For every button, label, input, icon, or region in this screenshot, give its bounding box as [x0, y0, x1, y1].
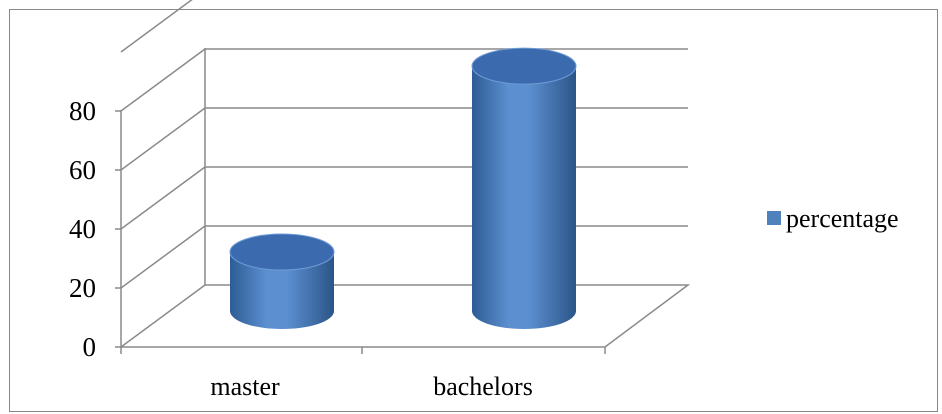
- legend-swatch: [767, 211, 781, 225]
- x-label: bachelors: [433, 372, 533, 401]
- bar-top: [229, 233, 335, 271]
- y-tick-label: 40: [69, 214, 96, 244]
- y-tick-label: 80: [69, 96, 96, 126]
- x-axis-labels: master bachelors: [210, 372, 532, 401]
- gridline-side: [120, 107, 206, 171]
- gridline-side: [120, 225, 206, 289]
- gridline-side: [120, 166, 206, 230]
- gridlines: [120, 0, 688, 289]
- floor-outline: [120, 284, 691, 348]
- x-label: master: [210, 372, 280, 401]
- y-tick-label: 0: [83, 332, 97, 362]
- bar-master: [229, 233, 335, 329]
- bar-top: [471, 47, 577, 85]
- y-axis-ticks: 0 20 40 60 80: [69, 96, 121, 362]
- gridline-side: [120, 0, 193, 53]
- bars: [229, 47, 577, 330]
- legend-label: percentage: [786, 204, 899, 233]
- legend: percentage: [767, 204, 899, 233]
- chart-walls: [120, 48, 691, 348]
- y-tick-label: 60: [69, 155, 96, 185]
- bar-body: [472, 66, 576, 330]
- y-tick-label: 20: [69, 273, 96, 303]
- bar-bachelors: [471, 47, 577, 330]
- x-axis: [120, 347, 606, 354]
- gridline-side: [120, 48, 206, 112]
- bar-body: [230, 252, 334, 329]
